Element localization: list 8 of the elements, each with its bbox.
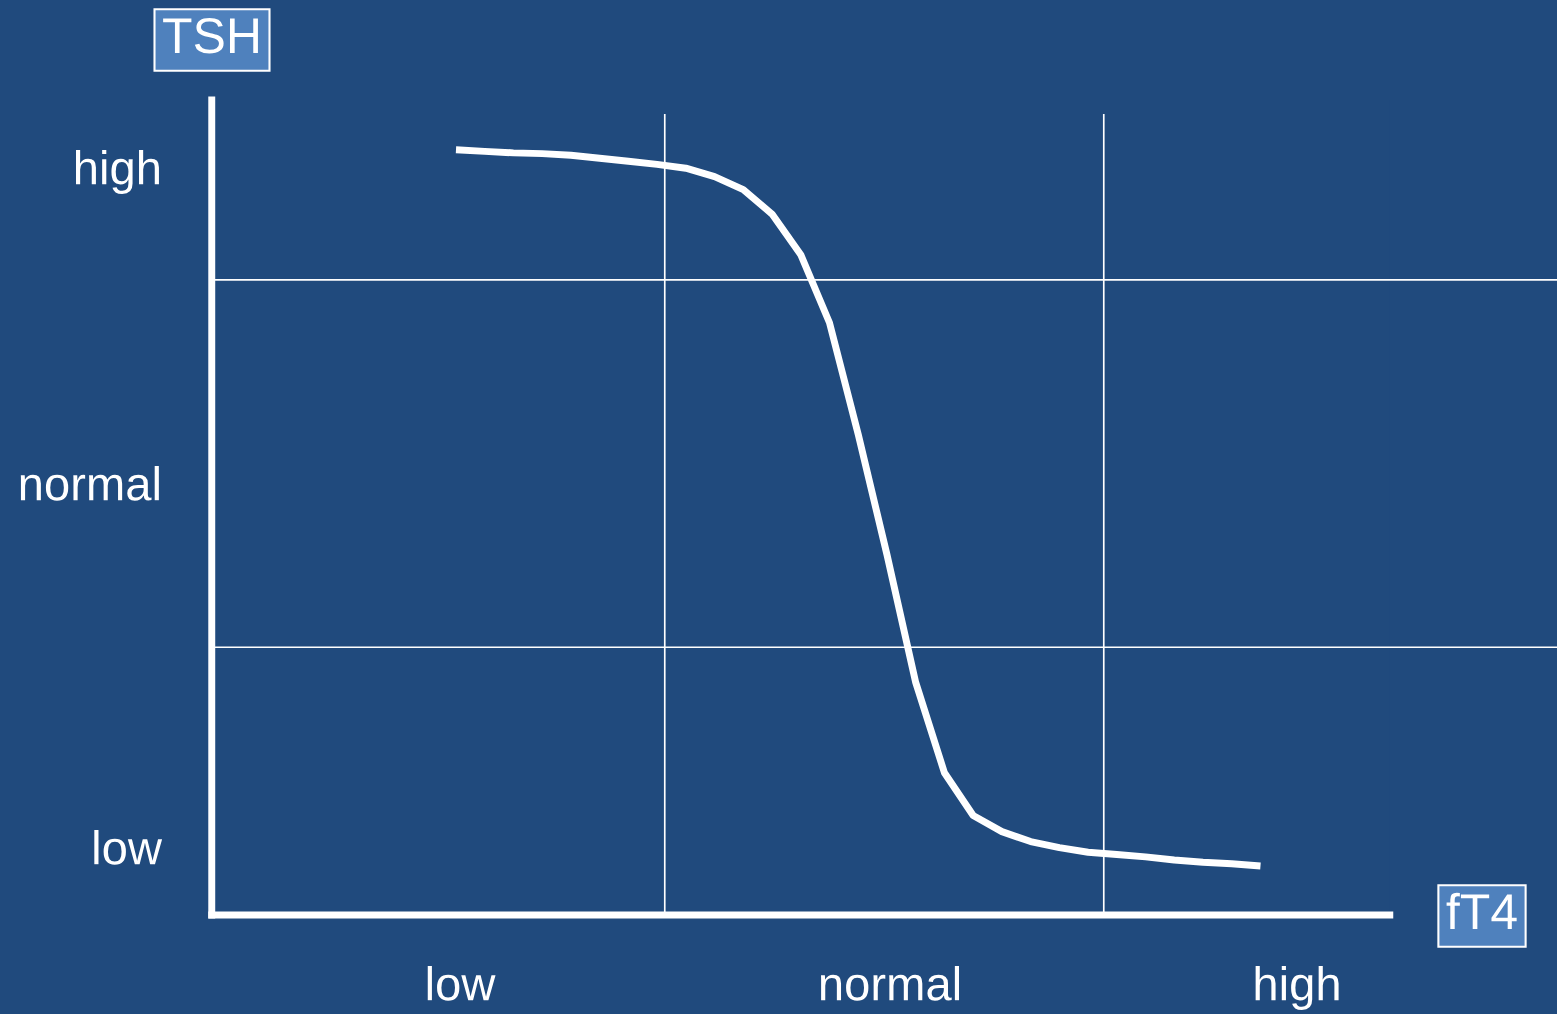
text: normal <box>820 965 960 1001</box>
x-axis-title: fT4 <box>1446 892 1517 929</box>
text: high <box>1255 965 1339 1011</box>
text: high <box>76 149 159 195</box>
y-axis-title: TSH <box>163 18 258 54</box>
text: normal <box>20 465 159 501</box>
text: low <box>427 965 496 1001</box>
text: low <box>94 829 163 865</box>
